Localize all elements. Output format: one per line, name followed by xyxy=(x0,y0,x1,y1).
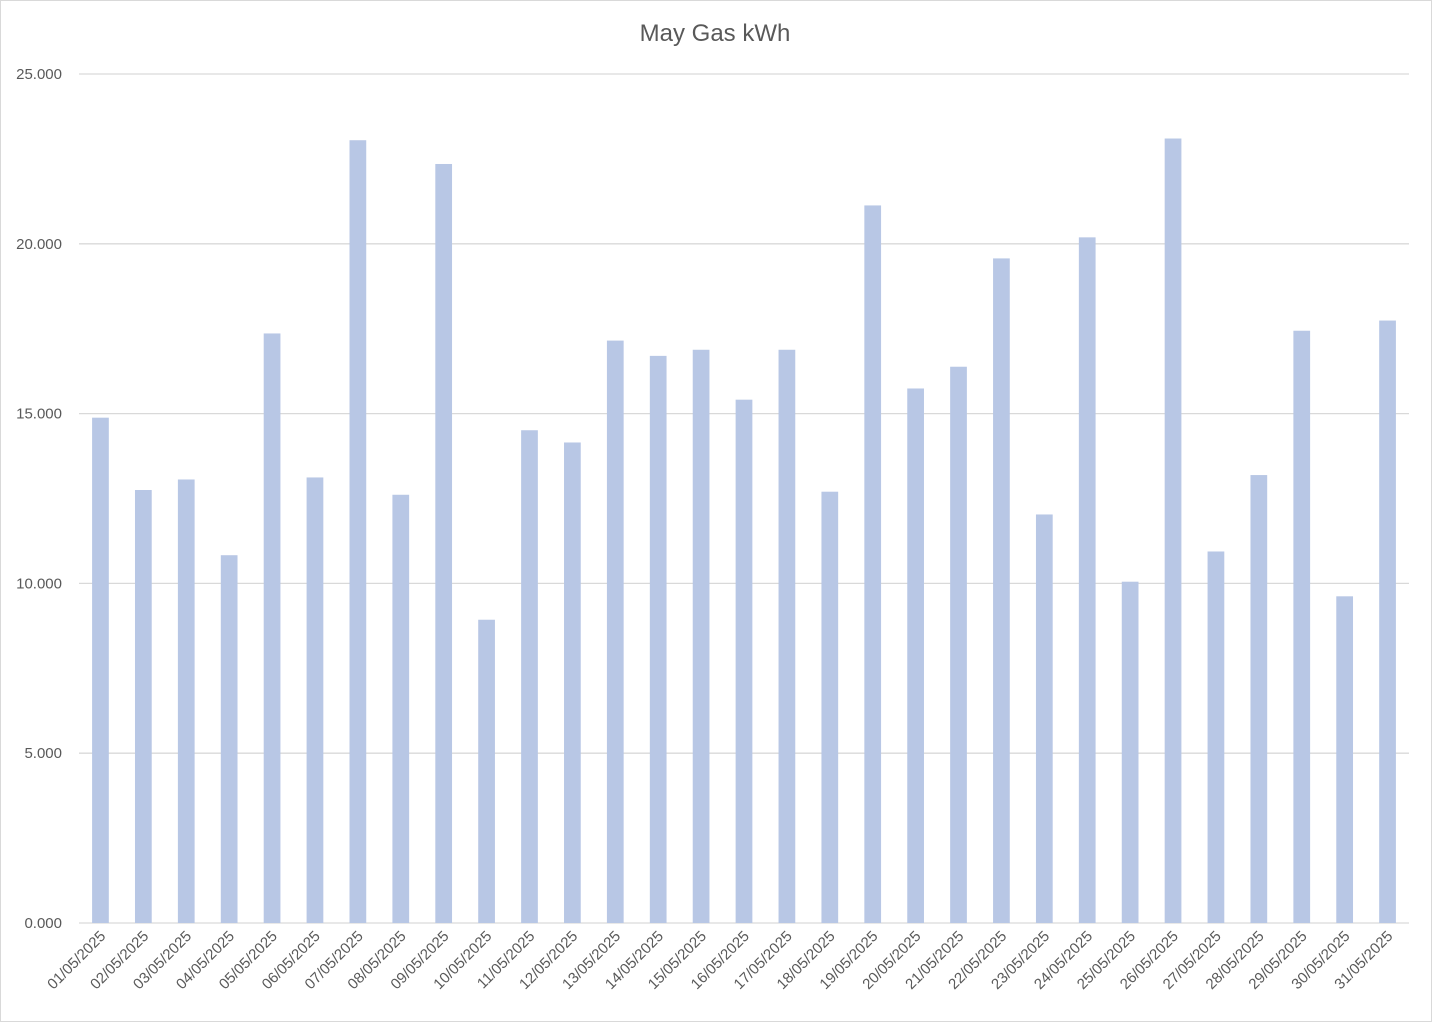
bar xyxy=(907,388,924,924)
bar xyxy=(306,477,324,923)
bar xyxy=(735,399,753,923)
bar xyxy=(435,163,453,924)
y-tick-label: 15.000 xyxy=(16,406,62,423)
bar xyxy=(778,349,796,923)
bar xyxy=(1379,320,1396,923)
y-axis-ticks: 0.000 5.000 10.000 15.000 20.000 25.000 xyxy=(16,66,62,932)
bar xyxy=(950,366,967,923)
bar xyxy=(1078,237,1096,924)
bar xyxy=(521,430,538,923)
bar xyxy=(649,355,667,923)
y-tick-label: 10.000 xyxy=(16,575,62,592)
bar xyxy=(1121,581,1139,923)
y-tick-label: 0.000 xyxy=(24,915,62,932)
bar xyxy=(1035,514,1053,923)
chart-title: May Gas kWh xyxy=(640,20,791,47)
bar xyxy=(1164,138,1182,923)
bar xyxy=(1336,596,1354,923)
bars xyxy=(92,138,1396,924)
x-axis-ticks: 01/05/202502/05/202503/05/202504/05/2025… xyxy=(44,928,1396,993)
bar xyxy=(564,442,581,923)
bar xyxy=(134,490,152,923)
y-tick-label: 5.000 xyxy=(24,745,62,762)
bar xyxy=(692,349,710,923)
bar xyxy=(821,491,839,923)
bar xyxy=(92,417,109,923)
bar xyxy=(478,619,495,923)
bar xyxy=(864,205,882,923)
bar xyxy=(392,494,410,923)
y-tick-label: 20.000 xyxy=(16,236,62,253)
bar xyxy=(263,333,281,923)
bar xyxy=(1207,551,1225,923)
bar xyxy=(1250,475,1268,923)
bar xyxy=(606,340,624,924)
bar xyxy=(349,140,367,924)
bar xyxy=(177,479,195,923)
bar xyxy=(220,555,238,923)
bar xyxy=(993,258,1010,923)
y-tick-label: 25.000 xyxy=(16,66,62,83)
bar xyxy=(1293,330,1311,923)
